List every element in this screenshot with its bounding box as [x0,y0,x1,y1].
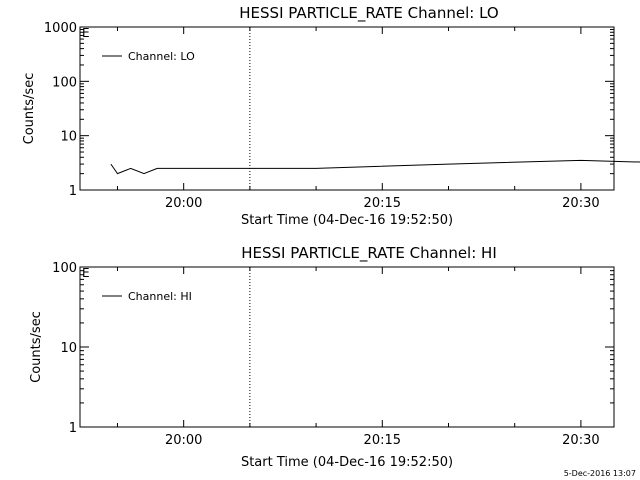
y-tick-label: 1000 [44,21,77,36]
marker-e-left: E [82,266,90,280]
legend-label: Channel: HI [128,290,192,303]
chart-0: HESSI PARTICLE_RATE Channel: LO 20:00 20:1… [22,4,640,228]
series-line [110,159,640,175]
x-axis-label: Start Time (04-Dec-16 19:52:50) [241,213,453,228]
x-axis-label: Start Time (04-Dec-16 19:52:50) [241,455,453,470]
x-tick-label: 20:30 [562,433,599,448]
legend-label: Channel: LO [128,50,195,63]
marker-e-left: E [82,26,90,40]
chart-title: HESSI PARTICLE_RATE Channel: LO [239,4,498,23]
chart-title: HESSI PARTICLE_RATE Channel: HI [241,244,497,263]
y-tick-label: 100 [52,261,77,276]
x-tick-label: 20:30 [562,196,599,211]
y-tick-label: 100 [52,75,77,90]
y-tick-label: 1 [69,184,77,199]
x-tick-label: 20:15 [364,433,401,448]
y-axis-label: Counts/sec [29,311,44,383]
x-tick-label: 20:00 [165,196,202,211]
y-tick-label: 1 [69,421,77,436]
y-tick-label: 10 [60,341,77,356]
chart-1: HESSI PARTICLE_RATE Channel: HI 20:00 20:1… [29,244,615,470]
x-tick-label: 20:00 [165,433,202,448]
x-tick-label: 20:15 [364,196,401,211]
y-tick-label: 10 [60,130,77,145]
y-axis-label: Counts/sec [22,73,37,145]
plot-frame [79,26,615,191]
timestamp: 5-Dec-2016 13:07 [564,469,636,478]
